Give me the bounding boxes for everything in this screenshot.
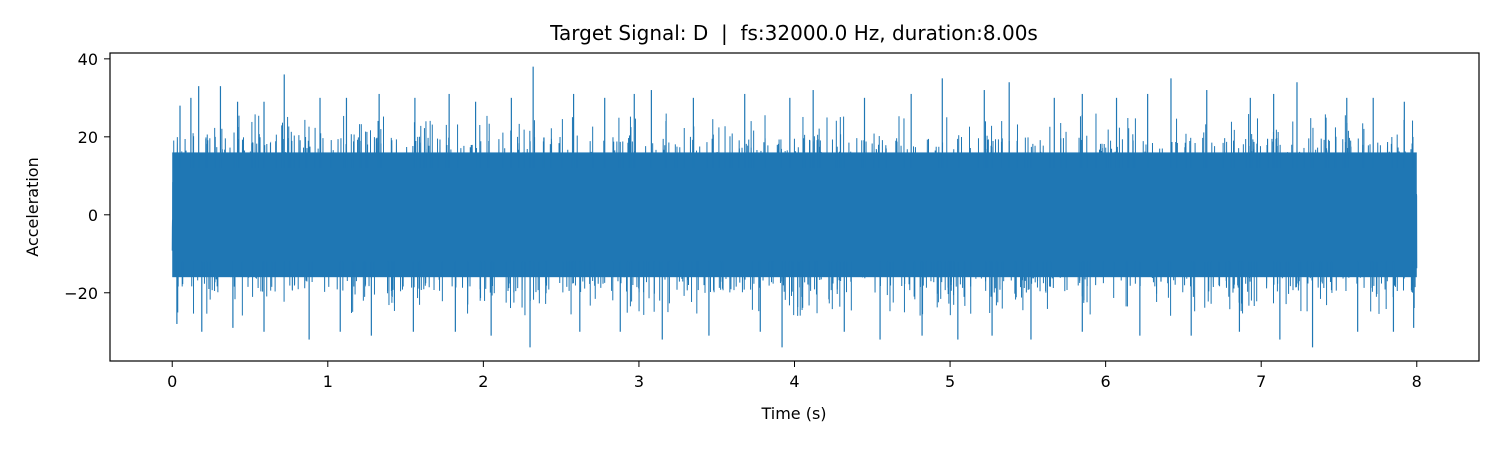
y-axis: −20 0 20 40 — [64, 50, 110, 303]
x-tick-label: 0 — [167, 372, 177, 391]
y-tick-label: 20 — [78, 128, 98, 147]
x-tick-label: 8 — [1412, 372, 1422, 391]
x-tick-label: 4 — [789, 372, 799, 391]
x-axis: 0 1 2 3 4 5 6 7 8 — [167, 361, 1422, 391]
x-tick-label: 1 — [323, 372, 333, 391]
y-tick-label: 0 — [88, 206, 98, 225]
x-tick-label: 7 — [1256, 372, 1266, 391]
chart-title: Target Signal: D | fs:32000.0 Hz, durati… — [549, 21, 1038, 45]
plot-area — [171, 66, 1418, 348]
x-tick-label: 5 — [945, 372, 955, 391]
signal-core-band — [172, 152, 1417, 278]
y-tick-label: −20 — [64, 284, 98, 303]
y-axis-label: Acceleration — [23, 157, 42, 256]
x-tick-label: 3 — [634, 372, 644, 391]
x-tick-label: 6 — [1101, 372, 1111, 391]
x-axis-label: Time (s) — [760, 404, 826, 423]
y-tick-label: 40 — [78, 50, 98, 69]
plot-frame — [109, 52, 1480, 362]
x-tick-label: 2 — [478, 372, 488, 391]
